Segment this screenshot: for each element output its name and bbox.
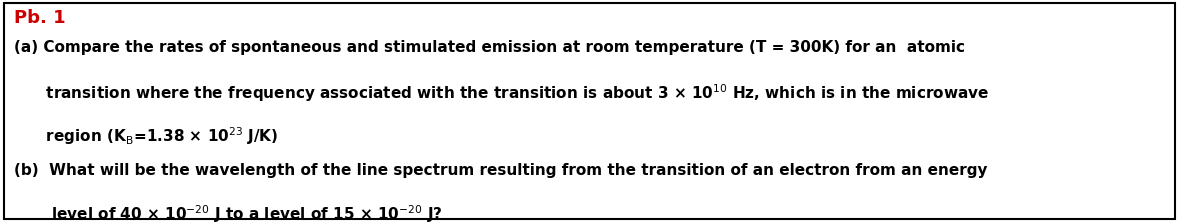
Text: (a) Compare the rates of spontaneous and stimulated emission at room temperature: (a) Compare the rates of spontaneous and… [14, 40, 966, 55]
Text: Pb. 1: Pb. 1 [14, 9, 66, 27]
FancyBboxPatch shape [4, 3, 1175, 219]
Text: transition where the frequency associated with the transition is about 3 × 10$^{: transition where the frequency associate… [14, 83, 989, 104]
Text: level of 40 × 10$^{-20}$ J to a level of 15 × 10$^{-20}$ J?: level of 40 × 10$^{-20}$ J to a level of… [14, 203, 442, 223]
Text: (b)  What will be the wavelength of the line spectrum resulting from the transit: (b) What will be the wavelength of the l… [14, 163, 988, 178]
Text: region (K$_{\mathrm{B}}$=1.38 × 10$^{23}$ J/K): region (K$_{\mathrm{B}}$=1.38 × 10$^{23}… [14, 125, 278, 147]
